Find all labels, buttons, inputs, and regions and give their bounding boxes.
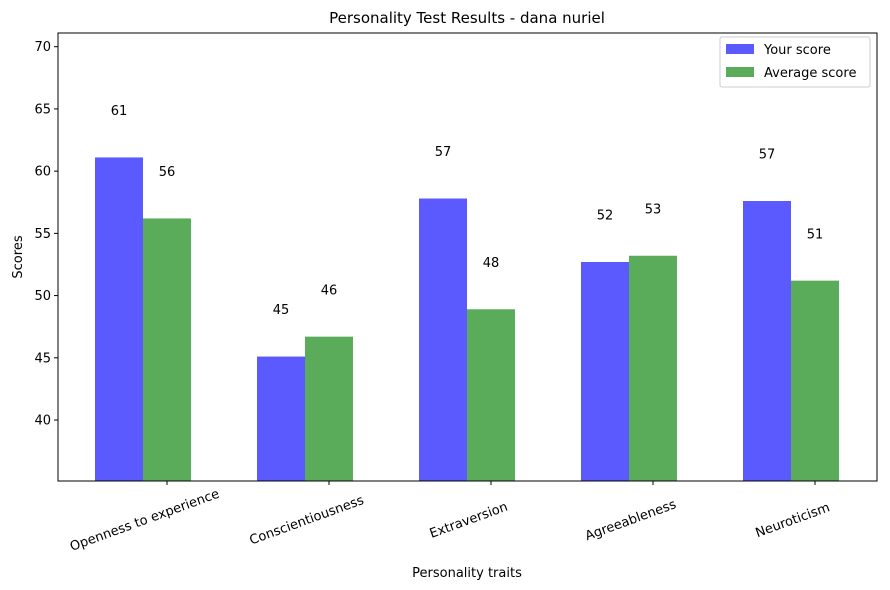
x-axis-ticks: Openness to experience Conscientiousness E… xyxy=(68,481,832,555)
value-label-average-score-neuroticism: 51 xyxy=(807,227,824,242)
chart-title: Personality Test Results - dana nuriel xyxy=(329,9,605,27)
value-label-your-score-extraversion: 57 xyxy=(435,145,452,160)
legend-label-your-score: Your score xyxy=(763,43,831,58)
legend-swatch-your-score xyxy=(726,44,754,54)
y-axis-ticks: 40 45 50 55 60 65 70 xyxy=(34,40,58,429)
value-label-your-score-neuroticism: 57 xyxy=(759,148,776,163)
value-label-your-score-conscientiousness: 45 xyxy=(273,303,290,318)
bar-average-score-conscientiousness xyxy=(305,336,353,481)
bar-your-score-conscientiousness xyxy=(257,356,305,481)
value-label-average-score-conscientiousness: 46 xyxy=(321,283,338,298)
legend: Your score Average score xyxy=(719,36,871,88)
x-axis-label: Personality traits xyxy=(412,566,522,581)
legend-label-average-score: Average score xyxy=(764,66,856,81)
value-label-your-score-agreeableness: 52 xyxy=(597,209,614,224)
y-tick-label: 45 xyxy=(34,351,51,366)
plot-frame xyxy=(57,32,878,482)
y-tick-label: 65 xyxy=(34,102,51,117)
bar-your-score-agreeableness xyxy=(581,261,629,481)
y-tick-label: 50 xyxy=(34,289,51,304)
x-tick-label-agreeableness: Agreeableness xyxy=(583,497,678,544)
value-label-your-score-openness-to-experience: 61 xyxy=(111,104,128,119)
x-tick-label-neuroticism: Neuroticism xyxy=(754,500,832,541)
y-tick-label: 60 xyxy=(34,165,51,180)
x-tick-label-openness-to-experience: Openness to experience xyxy=(68,487,221,555)
value-label-average-score-extraversion: 48 xyxy=(483,256,500,271)
bar-your-score-openness-to-experience xyxy=(95,157,143,481)
x-tick-label-extraversion: Extraversion xyxy=(428,500,510,542)
value-label-average-score-agreeableness: 53 xyxy=(645,202,662,217)
legend-swatch-average-score xyxy=(726,67,754,77)
y-tick-label: 40 xyxy=(34,414,51,429)
bar-average-score-extraversion xyxy=(467,309,515,481)
x-tick-label-conscientiousness: Conscientiousness xyxy=(248,493,367,548)
bar-average-score-agreeableness xyxy=(629,255,677,481)
y-tick-label: 70 xyxy=(34,40,51,55)
value-labels-group: 61 56 45 46 57 48 52 53 57 51 xyxy=(111,104,824,318)
y-axis-label: Scores xyxy=(11,235,26,278)
legend-frame xyxy=(719,36,871,88)
y-tick-label: 55 xyxy=(34,227,51,242)
value-label-average-score-openness-to-experience: 56 xyxy=(159,165,176,180)
bar-average-score-openness-to-experience xyxy=(143,218,191,481)
bar-average-score-neuroticism xyxy=(791,280,839,481)
bars-group xyxy=(95,157,839,481)
bar-your-score-extraversion xyxy=(419,198,467,481)
bar-your-score-neuroticism xyxy=(743,201,791,481)
